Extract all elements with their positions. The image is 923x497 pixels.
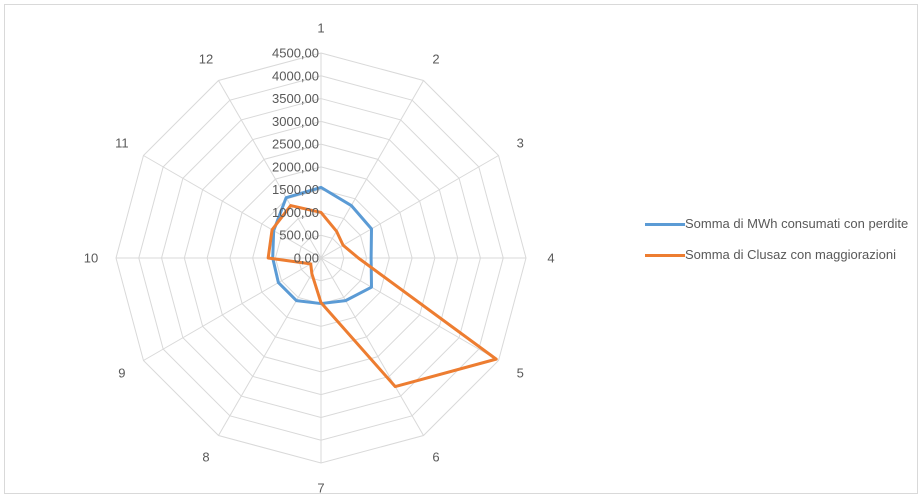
grid-ring-7 (161, 98, 481, 418)
legend-swatch-series-1 (645, 223, 685, 226)
grid-ring-3 (252, 189, 390, 327)
radar-grid (115, 52, 527, 464)
category-label-10: 10 (84, 251, 98, 266)
spoke-3 (320, 155, 499, 259)
spoke-12 (218, 80, 322, 259)
category-label-4: 4 (547, 251, 554, 266)
category-label-7: 7 (317, 481, 324, 494)
grid-ring-9 (115, 52, 527, 464)
grid-ring-6 (183, 120, 459, 396)
tick-label-7: 3500,00 (272, 91, 319, 106)
tick-label-8: 4000,00 (272, 68, 319, 83)
legend-label-series-1: Somma di MWh consumati con perdite (685, 216, 909, 231)
category-label-5: 5 (517, 366, 524, 381)
category-label-3: 3 (517, 136, 524, 151)
tick-label-5: 2500,00 (272, 137, 319, 152)
category-label-1: 1 (317, 21, 324, 36)
legend: Somma di MWh consumati con perdite Somma… (645, 215, 923, 277)
tick-label-6: 3000,00 (272, 114, 319, 129)
category-label-6: 6 (432, 450, 439, 465)
tick-label-0: 0,00 (294, 251, 319, 266)
tick-label-1: 500,00 (279, 228, 319, 243)
spoke-5 (320, 257, 499, 361)
tick-label-9: 4500,00 (272, 46, 319, 61)
chart-frame: 1 2 3 4 5 6 7 8 9 10 11 12 0,00 500,00 1000,00 1500,00… (4, 4, 918, 494)
category-label-12: 12 (199, 51, 213, 66)
category-label-9: 9 (118, 366, 125, 381)
grid-ring-5 (206, 143, 436, 373)
grid-ring-1 (297, 234, 345, 282)
grid-ring-4 (229, 166, 413, 350)
spoke-9 (143, 257, 322, 361)
legend-label-series-2: Somma di Clusaz con maggiorazioni (685, 247, 896, 262)
category-label-2: 2 (432, 51, 439, 66)
category-label-11: 11 (115, 136, 129, 151)
tick-label-4: 2000,00 (272, 159, 319, 174)
legend-swatch-series-2 (645, 254, 685, 257)
series-line-2 (266, 204, 498, 389)
tick-labels: 0,00 500,00 1000,00 1500,00 2000,00 2500,00 30… (272, 46, 319, 266)
radar-series (266, 185, 498, 389)
grid-ring-8 (138, 75, 504, 441)
legend-item-series-2: Somma di Clusaz con maggiorazioni (645, 246, 923, 263)
legend-item-series-1: Somma di MWh consumati con perdite (645, 215, 923, 232)
tick-label-2: 1000,00 (272, 205, 319, 220)
spoke-6 (320, 257, 424, 436)
spoke-8 (218, 257, 322, 436)
spoke-11 (143, 155, 322, 259)
spoke-2 (320, 80, 424, 259)
category-label-8: 8 (202, 450, 209, 465)
tick-label-3: 1500,00 (272, 182, 319, 197)
